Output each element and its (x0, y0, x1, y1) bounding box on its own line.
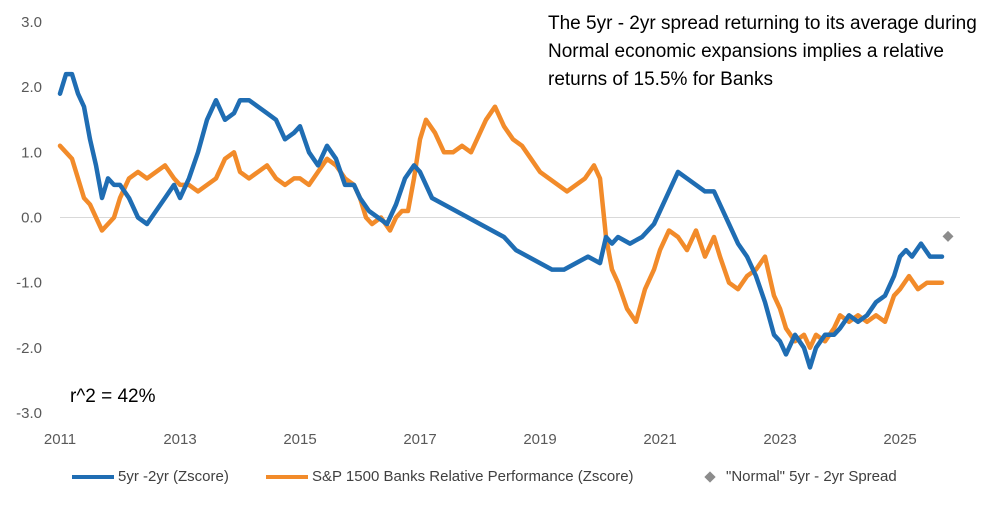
chart-annotation: The 5yr - 2yr spread returning to its av… (548, 13, 977, 90)
legend-line-swatch (266, 474, 308, 479)
series-layer (57, 71, 954, 370)
x-tick-label: 2013 (163, 431, 196, 448)
legend-item-normal: "Normal" 5yr - 2yr Spread (700, 468, 897, 485)
x-tick-label: 2021 (643, 431, 676, 448)
legend-item-spread: 5yr -2yr (Zscore) (72, 468, 229, 485)
x-axis: 2011 2013 2015 2017 2019 2021 2023 2025 (44, 431, 917, 448)
x-tick-label: 2023 (763, 431, 796, 448)
x-tick-label: 2025 (883, 431, 916, 448)
diamond-marker-icon (704, 470, 716, 483)
legend-item-banks: S&P 1500 Banks Relative Performance (Zsc… (266, 468, 634, 485)
y-tick-label: 0.0 (21, 210, 42, 227)
y-axis: 3.0 2.0 1.0 0.0 -1.0 -2.0 -3.0 (16, 14, 42, 422)
x-tick-label: 2017 (403, 431, 436, 448)
y-tick-label: -1.0 (16, 275, 42, 292)
y-tick-label: -3.0 (16, 405, 42, 422)
y-tick-label: -2.0 (16, 340, 42, 357)
x-tick-label: 2011 (44, 431, 76, 448)
legend-line-swatch (72, 474, 114, 479)
chart-legend: 5yr -2yr (Zscore) S&P 1500 Banks Relativ… (0, 468, 1000, 492)
series-line-5yr-2yr (57, 71, 945, 370)
r-squared-label: r^2 = 42% (70, 386, 156, 407)
normal-spread-point (942, 230, 954, 242)
x-tick-label: 2019 (523, 431, 556, 448)
y-tick-label: 3.0 (21, 14, 42, 31)
y-tick-label: 2.0 (21, 79, 42, 96)
legend-label: "Normal" 5yr - 2yr Spread (726, 468, 897, 485)
series-line-banks-relative (57, 104, 945, 351)
y-tick-label: 1.0 (21, 144, 42, 161)
legend-label: 5yr -2yr (Zscore) (118, 468, 229, 485)
legend-label: S&P 1500 Banks Relative Performance (Zsc… (312, 468, 634, 485)
x-tick-label: 2015 (283, 431, 316, 448)
